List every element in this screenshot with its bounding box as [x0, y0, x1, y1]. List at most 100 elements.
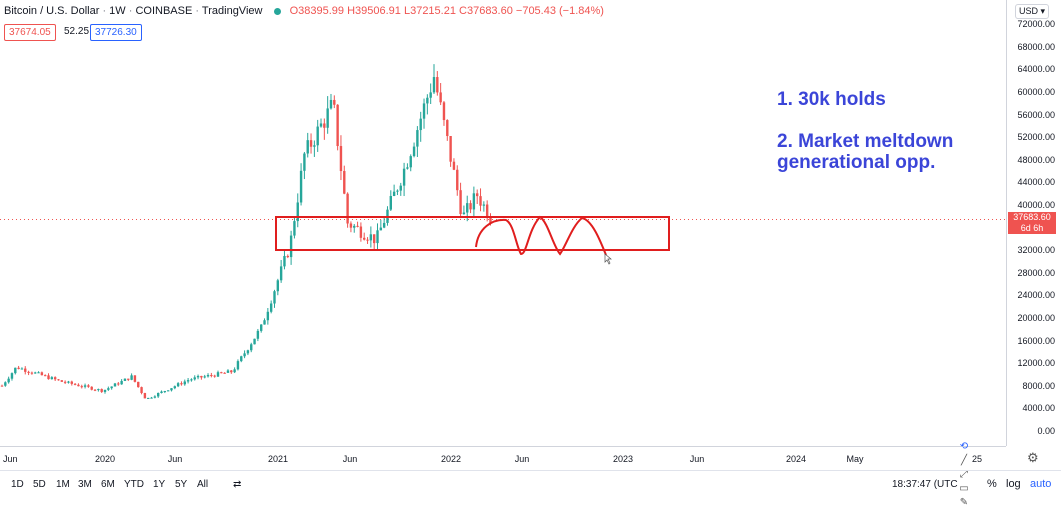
- bottom-toolbar: 1D 5D 1M 3M 6M YTD 1Y 5Y All ⇄ 18:37:47 (UTC % l…: [0, 470, 1061, 507]
- brush-icon[interactable]: ✎: [959, 497, 969, 508]
- candle-body: [406, 167, 409, 169]
- price-tick: 44000.00: [1017, 177, 1055, 188]
- candle-body: [260, 324, 263, 331]
- candle-body: [363, 237, 366, 240]
- candle-body: [319, 123, 323, 127]
- clock[interactable]: 18:37:47 (UTC: [892, 479, 958, 490]
- date-range-icon[interactable]: ⇄: [233, 479, 242, 490]
- candle-body: [220, 372, 223, 374]
- candle-body: [359, 226, 363, 238]
- magnet-icon[interactable]: ⟲: [959, 441, 969, 452]
- time-tick: 25: [971, 454, 983, 464]
- mouse-cursor-icon: [604, 253, 612, 265]
- candle-body: [50, 377, 54, 380]
- candle-body: [253, 338, 256, 345]
- candle-body: [133, 375, 137, 382]
- timeframe-1m[interactable]: 1M: [56, 479, 70, 490]
- timeframe-all[interactable]: All: [197, 479, 209, 490]
- bar-countdown: 6d 6h: [1020, 223, 1044, 233]
- candle-body: [452, 161, 456, 170]
- symbol-interval[interactable]: 1W: [109, 5, 126, 17]
- candle-body: [449, 136, 452, 162]
- data-source: TradingView: [201, 5, 263, 17]
- ask-price[interactable]: 37726.30: [90, 24, 142, 41]
- candle-body: [469, 203, 472, 210]
- candle-body: [289, 235, 293, 258]
- support-zone-box: [275, 216, 670, 251]
- price-chart[interactable]: [0, 0, 1006, 446]
- candle-body: [392, 191, 396, 196]
- candle-body: [160, 391, 163, 394]
- candle-body: [186, 380, 190, 382]
- timeframe-5y[interactable]: 5Y: [175, 479, 188, 490]
- candle-body: [263, 320, 266, 325]
- candle-body: [0, 385, 4, 387]
- candle-body: [14, 367, 17, 374]
- bid-price[interactable]: 37674.05: [4, 24, 56, 41]
- percent-scale-toggle[interactable]: %: [987, 478, 997, 490]
- pencil-icon[interactable]: ╱: [960, 455, 968, 466]
- rectangle-icon[interactable]: ▭: [959, 483, 969, 494]
- time-tick: Jun: [342, 454, 358, 464]
- candle-body: [107, 388, 110, 390]
- candle-body: [200, 375, 203, 378]
- price-tick: 32000.00: [1017, 245, 1055, 256]
- candle-body: [419, 118, 422, 131]
- symbol-name[interactable]: Bitcoin / U.S. Dollar: [4, 5, 100, 17]
- candle-body: [170, 388, 173, 391]
- candle-body: [53, 377, 57, 380]
- timeframe-5d[interactable]: 5D: [33, 479, 46, 490]
- candle-body: [436, 77, 439, 93]
- candle-body: [246, 350, 250, 354]
- settings-gear-icon[interactable]: ⚙: [1027, 450, 1039, 465]
- candle-body: [299, 170, 303, 203]
- time-axis[interactable]: Jun 2020 Jun 2021 Jun 2022 Jun 2023 Jun 2024 May 25: [0, 446, 1006, 471]
- candle-body: [286, 255, 289, 258]
- timeframe-1y[interactable]: 1Y: [153, 479, 166, 490]
- price-tick: 16000.00: [1017, 335, 1055, 346]
- candle-body: [30, 372, 34, 374]
- timeframe-6m[interactable]: 6M: [101, 479, 115, 490]
- annotation-generational-opp: generational opp.: [777, 152, 936, 173]
- auto-scale-toggle[interactable]: auto: [1030, 478, 1052, 490]
- candle-body: [353, 225, 356, 228]
- candle-body: [462, 212, 466, 215]
- candle-body: [173, 386, 176, 389]
- candle-body: [309, 140, 313, 147]
- candle-body: [250, 344, 253, 351]
- drawing-tools-strip: ⟲ ╱ ⤢ ▭ ✎: [957, 440, 971, 508]
- candle-body: [466, 203, 469, 213]
- candle-body: [163, 391, 167, 393]
- candle-body: [442, 102, 446, 121]
- candle-body: [236, 361, 240, 370]
- candle-body: [356, 225, 359, 227]
- candle-body: [372, 234, 376, 244]
- candle-body: [20, 368, 24, 370]
- candle-body: [40, 372, 44, 376]
- timeframe-1d[interactable]: 1D: [11, 479, 24, 490]
- time-tick: 2023: [612, 454, 634, 464]
- last-price-value: 37683.60: [1013, 212, 1051, 222]
- candle-body: [240, 356, 243, 362]
- candle-body: [432, 77, 436, 93]
- candle-body: [37, 372, 40, 374]
- timeframe-ytd[interactable]: YTD: [124, 479, 144, 490]
- log-scale-toggle[interactable]: log: [1006, 478, 1021, 490]
- candle-body: [459, 190, 462, 215]
- timeframe-3m[interactable]: 3M: [78, 479, 92, 490]
- candle-body: [326, 108, 329, 128]
- last-price-tag: 37683.60 6d 6h: [1008, 212, 1056, 234]
- candle-body: [67, 381, 70, 383]
- symbol-header: Bitcoin / U.S. Dollar · 1W · COINBASE · …: [4, 5, 604, 17]
- candle-body: [316, 126, 319, 146]
- currency-selector[interactable]: USD ▾: [1015, 4, 1050, 19]
- price-tick: 68000.00: [1017, 41, 1055, 52]
- candle-body: [479, 196, 482, 206]
- time-tick: May: [846, 454, 864, 464]
- candle-body: [439, 92, 442, 103]
- candle-body: [279, 266, 283, 281]
- price-tick: 40000.00: [1017, 200, 1055, 210]
- candle-body: [87, 385, 90, 387]
- trendline-icon[interactable]: ⤢: [960, 469, 968, 480]
- candle-body: [416, 130, 419, 147]
